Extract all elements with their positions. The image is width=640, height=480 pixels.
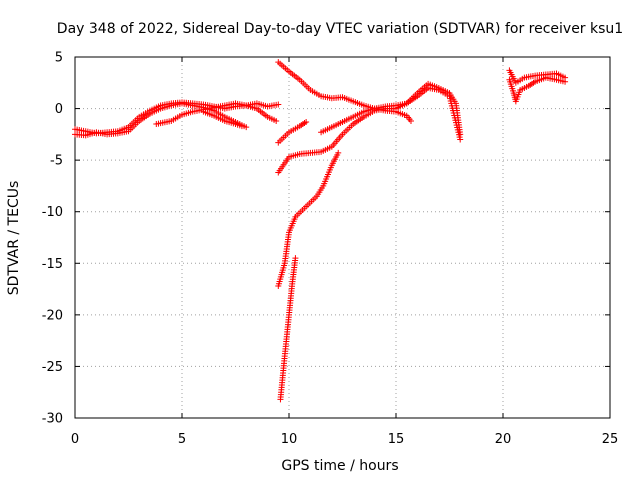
series-arc-4 [200, 108, 245, 130]
series-arc-11 [506, 67, 569, 86]
data-point [243, 124, 250, 131]
grid [75, 57, 610, 418]
series-arc-10 [277, 255, 299, 403]
data-series [72, 59, 569, 403]
series-arc-9 [275, 149, 342, 289]
x-tick-label: 25 [602, 432, 619, 447]
series-arc-5 [275, 59, 414, 124]
x-tick-label: 20 [495, 432, 512, 447]
x-axis-label: GPS time / hours [281, 458, 398, 474]
data-point [457, 131, 464, 138]
y-tick-label: 5 [55, 51, 63, 66]
data-point [238, 123, 245, 130]
y-tick-label: 0 [55, 102, 63, 117]
data-point [562, 78, 569, 85]
series-arc-6 [275, 118, 310, 146]
x-tick-label: 0 [71, 432, 79, 447]
x-tick-label: 10 [281, 432, 298, 447]
series-arc-12 [506, 74, 569, 105]
plot-frame [74, 56, 611, 419]
series-arc-3 [153, 100, 280, 128]
y-tick-label: -20 [42, 308, 63, 323]
y-tick-label: -15 [42, 257, 63, 272]
y-axis: -30 -25 -20 -15 -10 -5 0 5 [42, 51, 610, 427]
chart-title: Day 348 of 2022, Sidereal Day-to-day VTE… [57, 21, 623, 37]
y-tick-label: -30 [42, 412, 63, 427]
x-tick-label: 5 [178, 432, 186, 447]
series-arc-7 [275, 84, 464, 176]
data-point [335, 149, 342, 156]
data-point [292, 255, 299, 262]
data-point [273, 117, 280, 124]
x-tick-label: 15 [388, 432, 405, 447]
x-axis: 0 5 10 15 20 25 [71, 57, 618, 447]
data-point [457, 136, 464, 143]
y-tick-label: -10 [42, 205, 63, 220]
series-arc-8 [318, 80, 464, 138]
data-point [407, 117, 414, 124]
y-tick-label: -25 [42, 360, 63, 375]
data-point [303, 118, 310, 125]
y-tick-label: -5 [50, 154, 63, 169]
y-axis-label: SDTVAR / TECUs [6, 181, 22, 296]
data-point [275, 101, 282, 108]
